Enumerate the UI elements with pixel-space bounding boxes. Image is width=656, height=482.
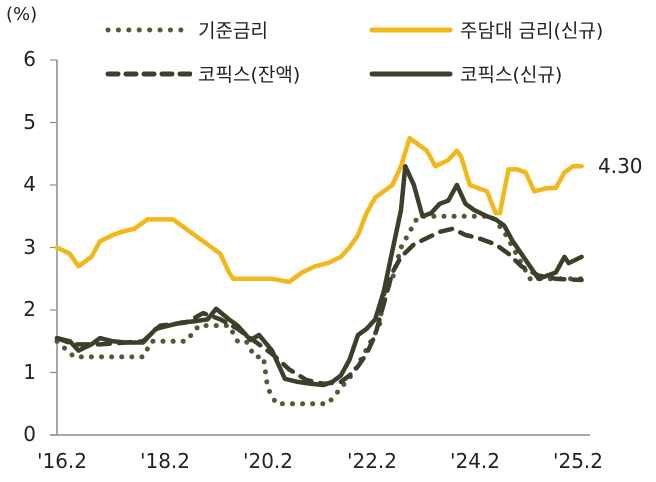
- y-tick-label: 4: [23, 172, 36, 196]
- x-tick-label: '22.2: [346, 449, 398, 473]
- y-tick-label: 0: [23, 422, 36, 446]
- series-line-0: [54, 213, 585, 407]
- legend-label: 기준금리: [198, 20, 268, 42]
- series-line-2: [54, 135, 584, 285]
- axes: [50, 59, 590, 436]
- legend-label: 코픽스(잔액): [198, 64, 301, 86]
- x-tick-label: '16.2: [36, 449, 88, 473]
- legend-item-cofix-balance: 코픽스(잔액): [104, 60, 300, 87]
- x-tick-label: '25.2: [552, 449, 604, 473]
- y-tick-label: 1: [23, 360, 36, 384]
- end-value-annotation: 4.30: [598, 154, 643, 178]
- solid-line-swatch-icon: [369, 71, 453, 76]
- legend-item-base-rate: 기준금리: [104, 16, 268, 43]
- x-tick-label: '20.2: [242, 449, 294, 473]
- dotted-line-swatch-icon: [105, 27, 192, 32]
- solid-line-swatch-icon: [369, 27, 453, 32]
- x-tick-label: '24.2: [449, 449, 501, 473]
- y-tick-label: 3: [23, 235, 36, 259]
- legend-label: 코픽스(신규): [460, 64, 563, 86]
- y-tick-label: 6: [23, 47, 36, 71]
- legend-label: 주담대 금리(신규): [460, 20, 604, 42]
- series-lines: [54, 135, 585, 407]
- series-line-1: [54, 226, 584, 387]
- y-tick-label: 5: [23, 110, 36, 134]
- series-line-3: [54, 164, 584, 388]
- dashed-line-swatch-icon: [105, 71, 192, 76]
- x-tick-label: '18.2: [139, 449, 191, 473]
- y-axis-unit: (%): [6, 4, 38, 25]
- y-tick-label: 2: [23, 297, 36, 321]
- legend-item-mortgage-rate-new: 주담대 금리(신규): [368, 16, 603, 43]
- legend-item-cofix-new: 코픽스(신규): [368, 60, 562, 87]
